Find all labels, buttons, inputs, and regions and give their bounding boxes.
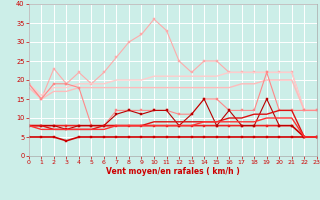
X-axis label: Vent moyen/en rafales ( km/h ): Vent moyen/en rafales ( km/h ): [106, 167, 240, 176]
